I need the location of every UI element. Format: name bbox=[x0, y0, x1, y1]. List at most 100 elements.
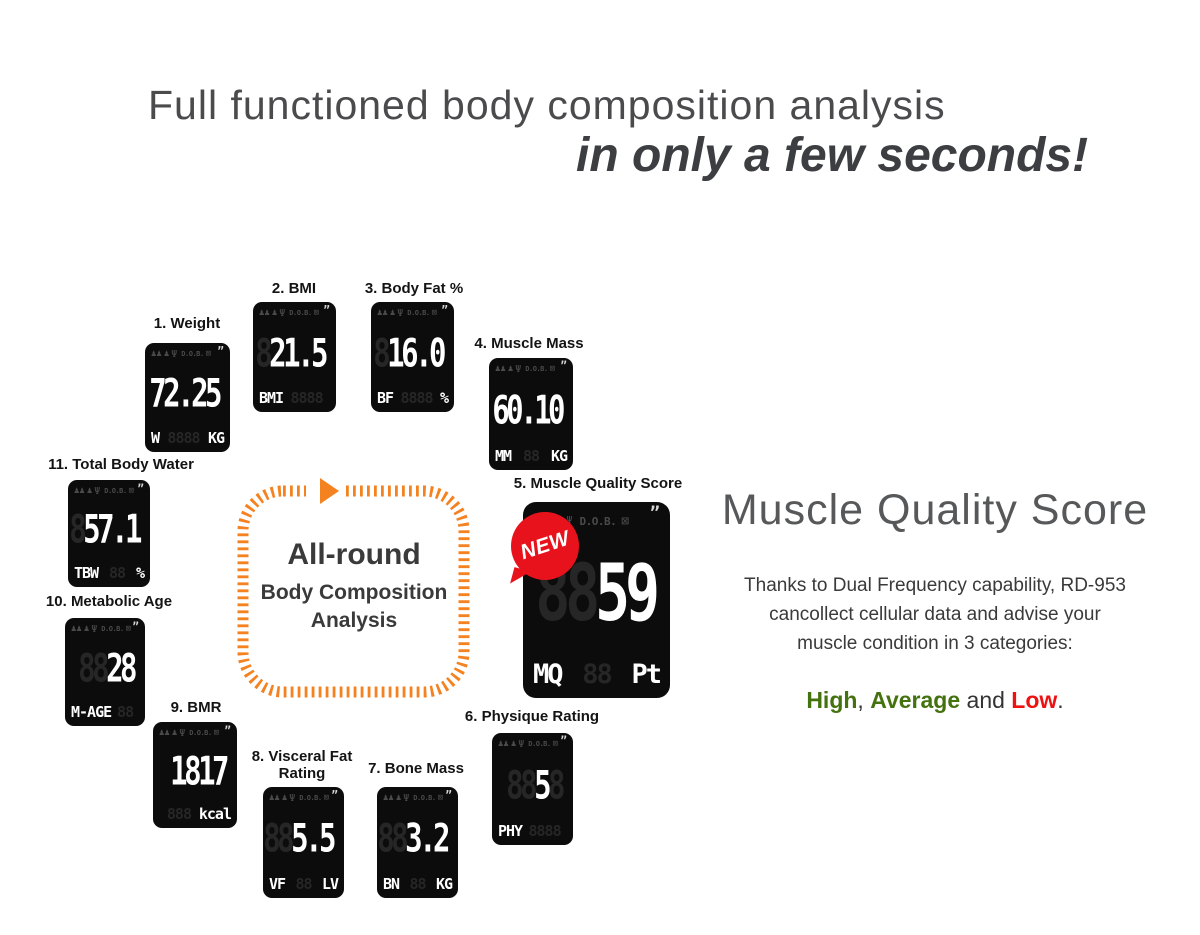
users-icon: ♟♟ bbox=[159, 728, 170, 738]
lcd-display-metabolic-age: ♟♟ ♟ Ψ D.O.B. ⊠ 88 28” M-AGE 88 bbox=[65, 618, 145, 726]
unit-right: Pt bbox=[631, 659, 661, 690]
wifi-icon: Ψ bbox=[518, 738, 525, 750]
unit-right: KG bbox=[207, 429, 225, 447]
unit-ghost: 8888 bbox=[167, 429, 200, 447]
dob-label: D.O.B. bbox=[289, 309, 312, 317]
runner-icon: ♟ bbox=[395, 793, 402, 803]
flight-mode-icon: ⊠ bbox=[621, 513, 630, 529]
ghost-digits: 88 bbox=[506, 761, 537, 808]
runner-icon: ♟ bbox=[163, 349, 170, 359]
paragraph-line-3: muscle condition in 3 categories: bbox=[797, 633, 1073, 654]
flight-mode-icon: ⊠ bbox=[313, 308, 320, 318]
lcd-unit-row: BN 88 KG bbox=[383, 872, 453, 893]
unit-right: KG bbox=[550, 447, 568, 465]
panel-heading: Muscle Quality Score bbox=[721, 486, 1149, 534]
users-icon: ♟♟ bbox=[498, 739, 509, 749]
lcd-digit-row: 8 16.0 ” bbox=[373, 303, 448, 397]
inch-mark: ” bbox=[441, 303, 448, 318]
unit-ghost: 88 bbox=[295, 875, 312, 893]
lcd-display-body-fat: ♟♟ ♟ Ψ D.O.B. ⊠ 8 16.0” BF 8888% bbox=[371, 302, 454, 412]
unit-ghost: 88 bbox=[409, 875, 426, 893]
separator: and bbox=[960, 687, 1012, 713]
dashed-ring bbox=[237, 478, 470, 698]
unit-ghost: 88 bbox=[109, 564, 126, 582]
lcd-value: 59 bbox=[595, 547, 660, 639]
label-text: 7. Bone Mass bbox=[368, 760, 464, 777]
display-label-muscle-quality: 5. Muscle Quality Score bbox=[498, 475, 698, 492]
low-label: Low bbox=[1011, 687, 1058, 713]
label-text: 10. Metabolic Age bbox=[45, 593, 173, 610]
lcd-value: 5 bbox=[534, 761, 551, 808]
lcd-digit-row: 88 5.5 ” bbox=[263, 788, 338, 883]
lcd-unit-row: MQ 88 Pt bbox=[533, 654, 662, 690]
dob-label: D.O.B. bbox=[101, 625, 124, 633]
inch-mark: ” bbox=[137, 482, 144, 496]
center-caption: All-round Body Composition Analysis bbox=[250, 538, 458, 635]
wifi-icon: Ψ bbox=[171, 348, 178, 360]
inch-mark: ” bbox=[560, 359, 567, 373]
label-text: 6. Physique Rating bbox=[464, 708, 600, 725]
wifi-icon: Ψ bbox=[179, 727, 186, 739]
wifi-icon: Ψ bbox=[279, 307, 286, 319]
dob-label: D.O.B. bbox=[579, 514, 617, 528]
display-label-visceral-fat: 8. Visceral Fat Rating bbox=[232, 748, 372, 782]
flight-mode-icon: ⊠ bbox=[437, 793, 444, 803]
runner-icon: ♟ bbox=[83, 624, 90, 634]
label-text: 1. Weight bbox=[153, 315, 221, 332]
lcd-display-weight: ♟♟ ♟ Ψ D.O.B. ⊠ 72.25” W 8888 KG bbox=[145, 343, 230, 452]
inch-mark: ” bbox=[217, 345, 224, 359]
display-label-body-water: 11. Total Body Water bbox=[41, 456, 201, 473]
display-label-bmi: 2. BMI bbox=[224, 280, 364, 297]
display-label-bmr: 9. BMR bbox=[126, 699, 266, 716]
label-text: 11. Total Body Water bbox=[48, 456, 194, 473]
lcd-display-body-water: ♟♟ ♟ Ψ D.O.B. ⊠ 8 57.1” TBW 88% bbox=[68, 480, 150, 587]
ghost-digits: 88 bbox=[78, 644, 109, 691]
label-text: 8. Visceral Fat bbox=[251, 748, 353, 765]
runner-icon: ♟ bbox=[389, 308, 396, 318]
center-caption-line2: Body Composition bbox=[260, 581, 448, 604]
users-icon: ♟♟ bbox=[377, 308, 388, 318]
lcd-unit-row: VF 88 LV bbox=[269, 872, 339, 893]
ghost-digits: 88 bbox=[263, 814, 294, 861]
lcd-digit-row: 8 57.1 ” bbox=[69, 483, 144, 572]
users-icon: ♟♟ bbox=[269, 793, 280, 803]
inch-mark: ” bbox=[331, 788, 338, 802]
unit-ghost: 88 bbox=[522, 447, 540, 465]
display-label-physique: 6. Physique Rating bbox=[462, 708, 602, 725]
wifi-icon: Ψ bbox=[94, 485, 101, 497]
lcd-display-bone-mass: ♟♟ ♟ Ψ D.O.B. ⊠ 88 3.2” BN 88 KG bbox=[377, 787, 458, 898]
lcd-display-physique: ♟♟ ♟ Ψ D.O.B. ⊠ 88 5 8” PHY 8888 bbox=[492, 733, 573, 845]
ghost-digits: 8 bbox=[255, 329, 272, 376]
wifi-icon: Ψ bbox=[289, 792, 296, 804]
lcd-digit-row: 60.10 ” bbox=[492, 359, 567, 456]
inch-mark: ” bbox=[132, 620, 139, 634]
unit-right: KG bbox=[435, 875, 453, 893]
flight-mode-icon: ⊠ bbox=[128, 486, 135, 496]
wifi-icon: Ψ bbox=[515, 363, 522, 375]
label-text: 3. Body Fat % bbox=[364, 280, 464, 297]
period: . bbox=[1057, 687, 1064, 713]
flight-mode-icon: ⊠ bbox=[213, 728, 220, 738]
lcd-unit-row: PHY 8888 bbox=[498, 819, 567, 839]
panel-paragraph: Thanks to Dual Frequency capability, RD-… bbox=[700, 571, 1170, 658]
lcd-value: 5.5 bbox=[291, 814, 336, 861]
play-arrow-icon bbox=[320, 478, 339, 504]
ghost-digits-right: 8 bbox=[548, 761, 565, 808]
lcd-value: 57.1 bbox=[83, 505, 142, 552]
inch-mark: ” bbox=[224, 724, 231, 738]
lcd-display-visceral-fat: ♟♟ ♟ Ψ D.O.B. ⊠ 88 5.5” VF 88 LV bbox=[263, 787, 344, 898]
flight-mode-icon: ⊠ bbox=[431, 308, 438, 318]
runner-icon: ♟ bbox=[281, 793, 288, 803]
separator: , bbox=[857, 687, 871, 713]
dob-label: D.O.B. bbox=[413, 794, 436, 802]
display-label-body-fat: 3. Body Fat % bbox=[344, 280, 484, 297]
lcd-unit-row: W 8888 KG bbox=[151, 426, 225, 447]
unit-ghost: 888 bbox=[166, 805, 192, 823]
unit-ghost: 8888 bbox=[528, 822, 561, 840]
display-label-muscle-mass: 4. Muscle Mass bbox=[459, 335, 599, 352]
